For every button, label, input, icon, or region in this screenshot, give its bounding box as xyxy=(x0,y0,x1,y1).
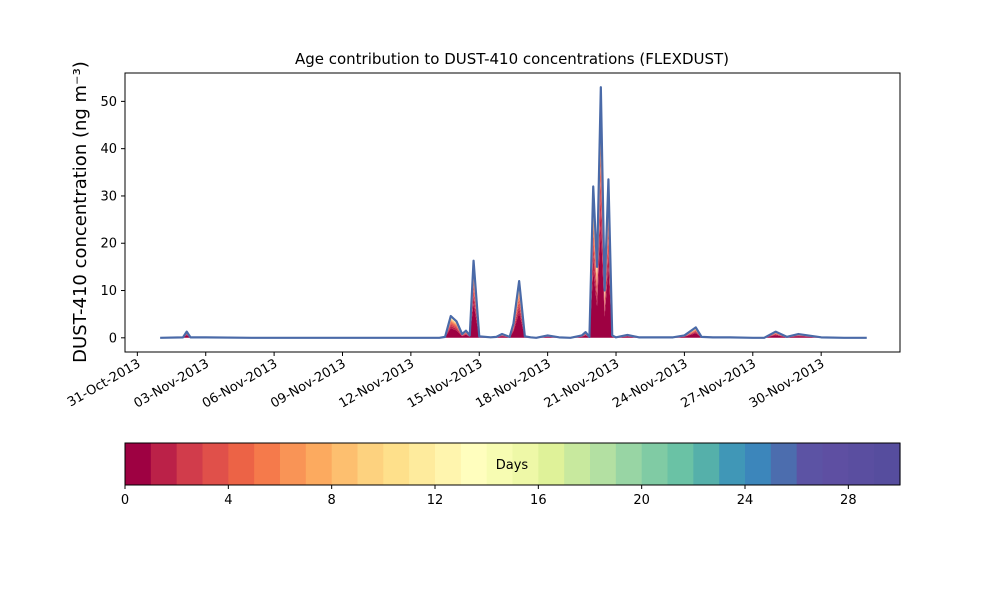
colorbar-tick-label-12: 12 xyxy=(427,493,444,508)
colorbar-swatch-3 xyxy=(202,443,229,485)
age-area-day-14 xyxy=(160,102,867,338)
colorbar-swatch-5 xyxy=(254,443,281,485)
colorbar-swatch-9 xyxy=(357,443,384,485)
colorbar-axis: 0 4 8 12 16 20 24 28 xyxy=(121,485,857,508)
colorbar-tick-label-8: 8 xyxy=(328,493,336,508)
colorbar-swatch-21 xyxy=(667,443,694,485)
colorbar-swatch-18 xyxy=(590,443,617,485)
colorbar-swatch-26 xyxy=(796,443,824,485)
age-area-day-5 xyxy=(160,144,867,338)
y-axis: 0 10 20 30 40 50 xyxy=(100,95,125,346)
colorbar-label: Days xyxy=(496,458,529,473)
colorbar-swatch-7 xyxy=(305,443,333,485)
age-stacked-areas xyxy=(160,87,867,338)
age-area-day-9 xyxy=(160,116,867,338)
age-area-day-21 xyxy=(160,92,867,338)
colorbar-swatch-20 xyxy=(641,443,669,485)
colorbar-swatch-14 xyxy=(486,443,514,485)
colorbar-swatch-11 xyxy=(409,443,436,485)
x-axis: 31-Oct-201303-Nov-201306-Nov-201309-Nov-… xyxy=(65,352,827,411)
y-tick-label-0: 0 xyxy=(109,331,117,346)
colorbar-frame xyxy=(124,442,901,486)
y-tick-label-50: 50 xyxy=(100,95,117,110)
colorbar-tick-label-20: 20 xyxy=(633,493,650,508)
colorbar-swatch-19 xyxy=(615,443,643,485)
colorbar-swatch-6 xyxy=(280,443,307,485)
x-tick-label-9: 27-Nov-2013 xyxy=(679,356,759,411)
age-area-day-15 xyxy=(160,100,867,338)
colorbar-swatch-10 xyxy=(383,443,410,485)
colorbar-tick-label-24: 24 xyxy=(737,493,754,508)
age-area-day-26 xyxy=(160,88,867,338)
age-area-day-10 xyxy=(160,113,867,338)
colorbar-swatch-2 xyxy=(176,443,204,485)
x-tick-label-5: 15-Nov-2013 xyxy=(405,356,485,411)
colorbar-swatch-13 xyxy=(460,443,488,485)
colorbar-swatch-4 xyxy=(228,443,255,485)
colorbar-swatch-23 xyxy=(719,443,746,485)
colorbar-swatch-8 xyxy=(331,443,359,485)
age-area-day-11 xyxy=(160,110,867,338)
colorbar-swatch-16 xyxy=(538,443,565,485)
y-axis-label: DUST-410 concentration (ng m⁻³) xyxy=(70,61,91,363)
chart-title: Age contribution to DUST-410 concentrati… xyxy=(295,50,729,68)
age-area-day-28 xyxy=(160,87,867,338)
x-tick-label-7: 21-Nov-2013 xyxy=(542,356,622,411)
y-tick-label-30: 30 xyxy=(100,189,117,204)
x-tick-label-2: 06-Nov-2013 xyxy=(200,356,280,411)
age-area-day-13 xyxy=(160,105,867,338)
colorbar-tick-label-28: 28 xyxy=(840,493,857,508)
x-tick-label-6: 18-Nov-2013 xyxy=(473,356,553,411)
colorbar-tick-label-0: 0 xyxy=(121,493,129,508)
colorbar-swatch-17 xyxy=(564,443,591,485)
age-area-day-8 xyxy=(160,121,867,338)
colorbar-swatch-22 xyxy=(693,443,720,485)
x-tick-label-1: 03-Nov-2013 xyxy=(131,356,211,411)
plot-frame xyxy=(124,72,901,353)
colorbar-tick-label-4: 4 xyxy=(224,493,232,508)
total-concentration-line xyxy=(160,86,867,339)
days-colorbar xyxy=(124,442,901,486)
age-area-day-22 xyxy=(160,91,867,338)
age-area-day-27 xyxy=(160,88,867,338)
colorbar-swatch-24 xyxy=(745,443,772,485)
age-area-day-16 xyxy=(160,99,867,338)
y-tick-label-10: 10 xyxy=(100,284,117,299)
y-tick-label-20: 20 xyxy=(100,237,117,252)
colorbar-tick-label-16: 16 xyxy=(530,493,547,508)
age-area-day-24 xyxy=(160,89,867,338)
colorbar-swatch-27 xyxy=(822,443,849,485)
age-area-day-17 xyxy=(160,97,867,338)
x-tick-label-10: 30-Nov-2013 xyxy=(747,356,827,411)
y-tick-label-40: 40 xyxy=(100,142,117,157)
age-area-day-6 xyxy=(160,135,867,338)
age-area-day-29 xyxy=(160,87,867,338)
age-area-day-7 xyxy=(160,127,867,338)
colorbar-swatch-25 xyxy=(770,443,798,485)
colorbar-swatch-28 xyxy=(848,443,875,485)
age-area-day-20 xyxy=(160,93,867,338)
x-tick-label-0: 31-Oct-2013 xyxy=(65,356,143,410)
age-area-day-3 xyxy=(160,166,867,338)
age-area-day-4 xyxy=(160,154,867,338)
age-area-day-2 xyxy=(160,181,867,338)
colorbar-swatch-15 xyxy=(512,443,539,485)
age-area-day-18 xyxy=(160,95,867,338)
age-area-day-23 xyxy=(160,90,867,338)
age-area-day-25 xyxy=(160,89,867,338)
colorbar-swatch-0 xyxy=(125,443,152,485)
age-area-day-12 xyxy=(160,107,867,338)
x-tick-label-3: 09-Nov-2013 xyxy=(268,356,348,411)
colorbar-swatch-12 xyxy=(435,443,462,485)
colorbar-swatch-1 xyxy=(150,443,178,485)
x-tick-label-4: 12-Nov-2013 xyxy=(337,356,417,411)
age-area-day-19 xyxy=(160,94,867,338)
x-tick-label-8: 24-Nov-2013 xyxy=(610,356,690,411)
colorbar-swatch-29 xyxy=(874,443,901,485)
